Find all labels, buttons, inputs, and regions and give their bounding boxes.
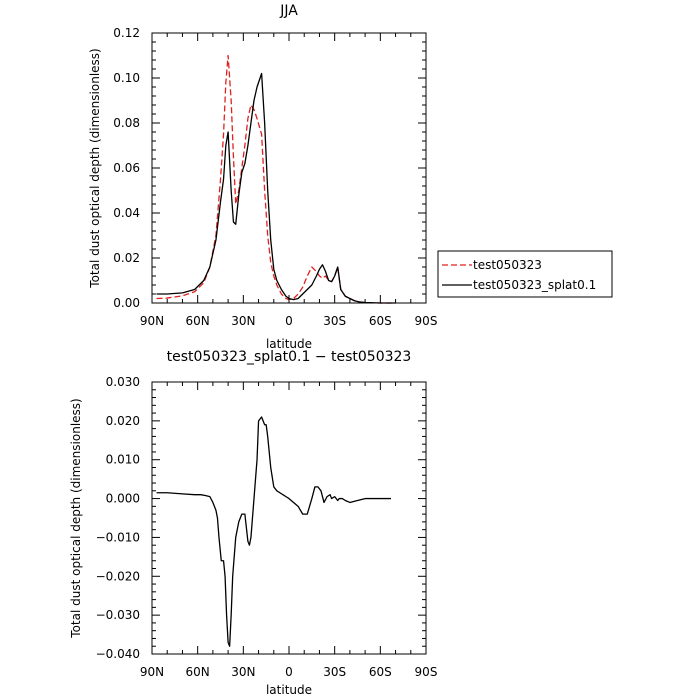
bottom-x-tick-label: 60S (369, 665, 392, 679)
bottom-y-tick-label: −0.020 (96, 569, 140, 583)
top-y-tick-label: 0.12 (113, 26, 140, 40)
top-y-tick-label: 0.10 (113, 71, 140, 85)
top-x-tick-label: 30S (323, 314, 346, 328)
bottom-x-tick-label: 30S (323, 665, 346, 679)
top-y-tick-label: 0.06 (113, 161, 140, 175)
legend: test050323 test050323_splat0.1 (437, 250, 613, 298)
top-panel: JJA latitude Total dust optical depth (d… (88, 3, 613, 351)
bottom-y-tick-label: 0.010 (106, 453, 140, 467)
bottom-y-tick-label: −0.010 (96, 530, 140, 544)
bottom-y-axis-label: Total dust optical depth (dimensionless) (69, 398, 83, 638)
bottom-y-tick-label: −0.040 (96, 647, 140, 661)
bottom-series-line-difference (156, 416, 391, 647)
top-series-line-test050323 (156, 54, 396, 304)
top-series-line-test050323-splat0.1 (156, 72, 396, 304)
top-x-tick-label: 90N (140, 314, 164, 328)
top-x-tick-label: 0 (285, 314, 293, 328)
top-y-tick-label: 0.08 (113, 116, 140, 130)
top-plot-frame (151, 32, 427, 304)
bottom-x-tick-label: 60N (186, 665, 210, 679)
bottom-y-tick-label: 0.000 (106, 492, 140, 506)
bottom-panel: test050323_splat0.1 − test050323 latitud… (69, 349, 437, 697)
bottom-x-tick-label: 0 (285, 665, 293, 679)
bottom-y-tick-label: 0.020 (106, 414, 140, 428)
legend-label-test050323: test050323 (473, 258, 542, 272)
top-x-tick-label: 90S (415, 314, 438, 328)
bottom-plot-frame (151, 381, 427, 655)
bottom-y-tick-label: −0.030 (96, 608, 140, 622)
top-y-tick-label: 0.04 (113, 206, 140, 220)
bottom-x-axis-label: latitude (266, 683, 312, 697)
bottom-y-tick-label: 0.030 (106, 375, 140, 389)
top-x-axis-label: latitude (266, 337, 312, 351)
legend-box (437, 250, 613, 298)
bottom-x-tick-label: 90N (140, 665, 164, 679)
top-y-tick-label: 0.00 (113, 296, 140, 310)
legend-label-test050323-splat0.1: test050323_splat0.1 (473, 278, 596, 292)
top-x-tick-label: 60N (186, 314, 210, 328)
top-y-tick-label: 0.02 (113, 251, 140, 265)
bottom-chart-title: test050323_splat0.1 − test050323 (167, 349, 412, 365)
top-x-tick-label: 30N (231, 314, 255, 328)
bottom-x-tick-label: 90S (415, 665, 438, 679)
top-chart-title: JJA (279, 3, 298, 19)
bottom-x-tick-label: 30N (231, 665, 255, 679)
top-x-tick-label: 60S (369, 314, 392, 328)
top-y-axis-label: Total dust optical depth (dimensionless) (88, 48, 102, 288)
